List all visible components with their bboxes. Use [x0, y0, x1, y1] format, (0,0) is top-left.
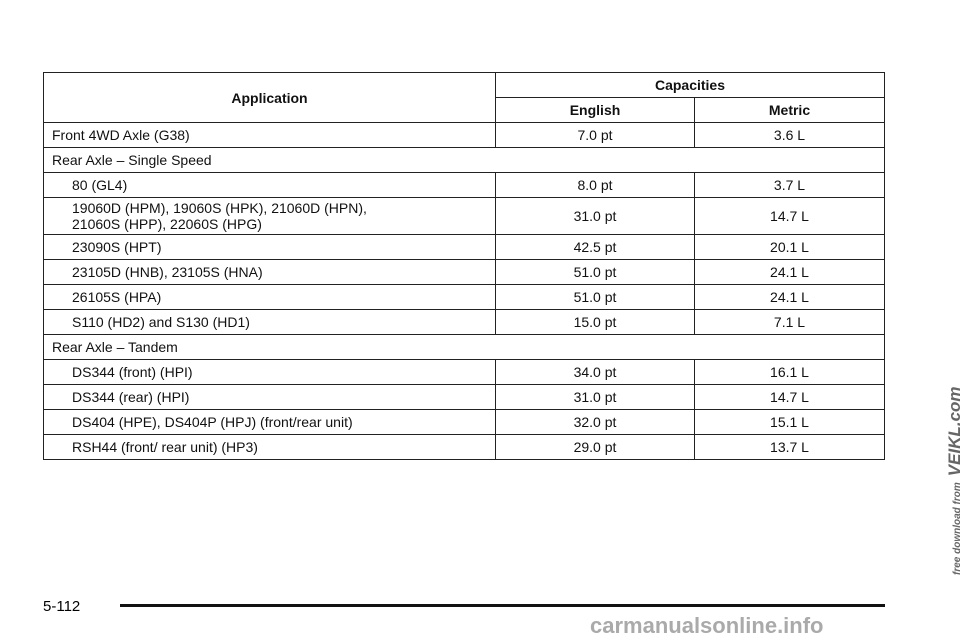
- table-row: S110 (HD2) and S130 (HD1) 15.0 pt 7.1 L: [43, 309, 885, 335]
- site-watermark: carmanualsonline.info: [590, 613, 824, 638]
- application-cell: 23090S (HPT): [43, 234, 496, 260]
- english-cell: 15.0 pt: [495, 309, 695, 335]
- metric-cell: 20.1 L: [694, 234, 885, 260]
- english-cell: 32.0 pt: [495, 409, 695, 435]
- metric-cell: 15.1 L: [694, 409, 885, 435]
- watermark: free download from VEIKL.com: [945, 386, 960, 575]
- metric-cell: 7.1 L: [694, 309, 885, 335]
- metric-cell: 14.7 L: [694, 384, 885, 410]
- watermark-text: free download from: [952, 482, 960, 575]
- table-row: 23090S (HPT) 42.5 pt 20.1 L: [43, 234, 885, 260]
- header-capacities: Capacities: [495, 72, 885, 98]
- metric-cell: 3.6 L: [694, 122, 885, 148]
- application-cell: S110 (HD2) and S130 (HD1): [43, 309, 496, 335]
- english-cell: 7.0 pt: [495, 122, 695, 148]
- capacity-table: Application Capacities English Metric Fr…: [43, 72, 885, 460]
- application-cell: DS344 (front) (HPI): [43, 359, 496, 385]
- application-cell: Front 4WD Axle (G38): [43, 122, 496, 148]
- metric-cell: 24.1 L: [694, 259, 885, 285]
- application-cell: 23105D (HNB), 23105S (HNA): [43, 259, 496, 285]
- header-application: Application: [43, 72, 496, 123]
- table-row: DS344 (front) (HPI) 34.0 pt 16.1 L: [43, 359, 885, 385]
- watermark-logo: VEIKL.com: [945, 386, 960, 477]
- section-row: Rear Axle – Tandem: [43, 334, 885, 360]
- english-cell: 8.0 pt: [495, 172, 695, 198]
- english-cell: 34.0 pt: [495, 359, 695, 385]
- english-cell: 31.0 pt: [495, 197, 695, 235]
- section-title: Rear Axle – Single Speed: [43, 147, 885, 173]
- application-cell: 26105S (HPA): [43, 284, 496, 310]
- application-cell: 80 (GL4): [43, 172, 496, 198]
- header-metric: Metric: [694, 97, 885, 123]
- english-cell: 51.0 pt: [495, 284, 695, 310]
- table-row: 19060D (HPM), 19060S (HPK), 21060D (HPN)…: [43, 197, 885, 235]
- footer-rule: [120, 604, 885, 607]
- table-row: RSH44 (front/ rear unit) (HP3) 29.0 pt 13.…: [43, 434, 885, 460]
- english-cell: 29.0 pt: [495, 434, 695, 460]
- table-row: 80 (GL4) 8.0 pt 3.7 L: [43, 172, 885, 198]
- metric-cell: 14.7 L: [694, 197, 885, 235]
- table-row: 26105S (HPA) 51.0 pt 24.1 L: [43, 284, 885, 310]
- application-cell: 19060D (HPM), 19060S (HPK), 21060D (HPN)…: [43, 197, 496, 235]
- application-cell: DS344 (rear) (HPI): [43, 384, 496, 410]
- metric-cell: 16.1 L: [694, 359, 885, 385]
- english-cell: 42.5 pt: [495, 234, 695, 260]
- metric-cell: 24.1 L: [694, 284, 885, 310]
- page-number: 5-112: [43, 598, 81, 615]
- header-english: English: [495, 97, 695, 123]
- metric-cell: 13.7 L: [694, 434, 885, 460]
- table-row: DS344 (rear) (HPI) 31.0 pt 14.7 L: [43, 384, 885, 410]
- metric-cell: 3.7 L: [694, 172, 885, 198]
- english-cell: 31.0 pt: [495, 384, 695, 410]
- application-cell: RSH44 (front/ rear unit) (HP3): [43, 434, 496, 460]
- table-row: DS404 (HPE), DS404P (HPJ) (front/rear un…: [43, 409, 885, 435]
- section-title: Rear Axle – Tandem: [43, 334, 885, 360]
- table-body: Front 4WD Axle (G38) 7.0 pt 3.6 L Rear Axle…: [43, 122, 885, 460]
- english-cell: 51.0 pt: [495, 259, 695, 285]
- section-row: Rear Axle – Single Speed: [43, 147, 885, 173]
- application-cell: DS404 (HPE), DS404P (HPJ) (front/rear un…: [43, 409, 496, 435]
- table-row: 23105D (HNB), 23105S (HNA) 51.0 pt 24.1 L: [43, 259, 885, 285]
- table-row: Front 4WD Axle (G38) 7.0 pt 3.6 L: [43, 122, 885, 148]
